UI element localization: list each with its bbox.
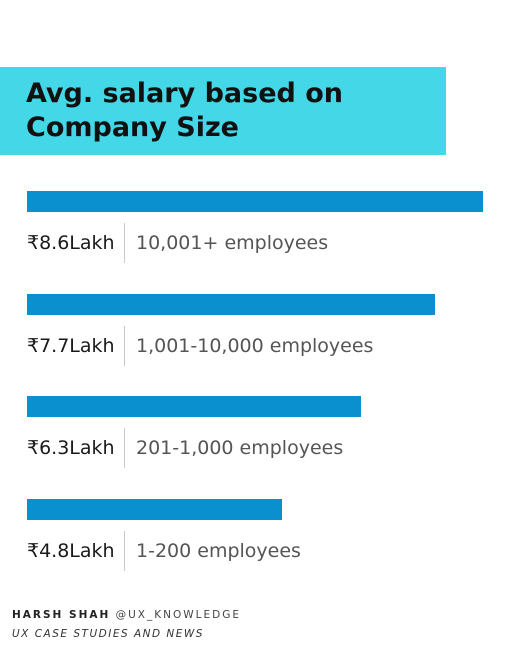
author-name: HARSH SHAH — [12, 609, 111, 621]
bar-4 — [27, 499, 282, 520]
bar-3 — [27, 396, 361, 417]
category-label-3: 201-1,000 employees — [136, 437, 344, 459]
tagline: UX CASE STUDIES AND NEWS — [12, 628, 204, 640]
chart-title-line-2: Company Size — [26, 112, 239, 143]
category-label-1: 10,001+ employees — [136, 232, 329, 254]
label-divider-3 — [124, 428, 125, 468]
value-label-4: ₹4.8Lakh — [27, 540, 115, 562]
category-label-4: 1-200 employees — [136, 540, 301, 562]
bar-2 — [27, 294, 435, 315]
chart-title-band: Avg. salary based on Company Size — [0, 67, 446, 155]
footer: HARSH SHAH @UX_KNOWLEDGE UX CASE STUDIES… — [12, 608, 241, 641]
author-credit: HARSH SHAH @UX_KNOWLEDGE — [12, 608, 241, 622]
value-label-1: ₹8.6Lakh — [27, 232, 115, 254]
bar-1 — [27, 191, 483, 212]
label-divider-2 — [124, 326, 125, 366]
author-handle: @UX_KNOWLEDGE — [115, 609, 241, 621]
label-divider-1 — [124, 223, 125, 263]
chart-title-line-1: Avg. salary based on — [26, 78, 344, 109]
value-label-3: ₹6.3Lakh — [27, 437, 115, 459]
category-label-2: 1,001-10,000 employees — [136, 335, 374, 357]
value-label-2: ₹7.7Lakh — [27, 335, 115, 357]
label-divider-4 — [124, 531, 125, 571]
